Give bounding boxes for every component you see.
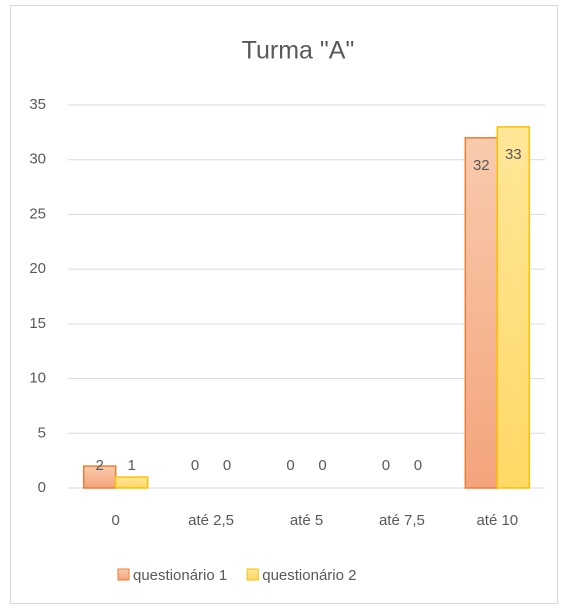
data-label: 33	[505, 146, 522, 163]
x-tick-label: até 7,5	[379, 512, 425, 529]
data-label: 0	[223, 457, 231, 474]
y-tick-label: 15	[29, 315, 46, 332]
legend-label: questionário 2	[262, 567, 356, 584]
bar	[114, 476, 149, 489]
legend-swatch	[246, 568, 259, 581]
x-tick-label: 0	[112, 512, 120, 529]
data-label: 1	[128, 457, 136, 474]
data-label: 0	[191, 457, 199, 474]
x-tick-label: até 5	[290, 512, 323, 529]
y-tick-label: 0	[38, 479, 46, 496]
y-tick-label: 30	[29, 151, 46, 168]
x-tick-label: até 2,5	[188, 512, 234, 529]
data-label: 32	[473, 157, 490, 174]
y-tick-label: 25	[29, 205, 46, 222]
y-tick-label: 20	[29, 260, 46, 277]
legend-label: questionário 1	[133, 567, 227, 584]
data-label: 2	[96, 457, 104, 474]
data-label: 0	[414, 457, 422, 474]
bar	[464, 137, 499, 489]
x-tick-label: até 10	[476, 512, 518, 529]
legend-swatch	[117, 568, 130, 581]
bar	[496, 126, 531, 489]
data-label: 0	[286, 457, 294, 474]
data-label: 0	[318, 457, 326, 474]
data-label: 0	[382, 457, 390, 474]
y-tick-label: 10	[29, 370, 46, 387]
y-tick-label: 35	[29, 96, 46, 113]
y-tick-label: 5	[38, 424, 46, 441]
chart-title: Turma "A"	[242, 37, 355, 65]
